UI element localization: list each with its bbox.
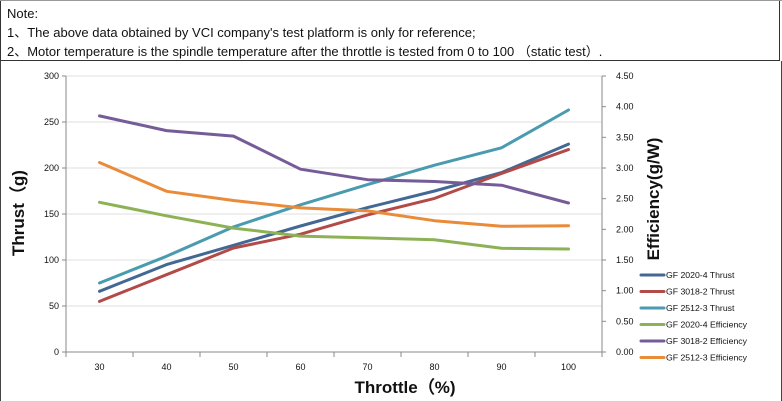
right-y-tick-label: 1.00: [616, 286, 634, 296]
x-tick-label: 90: [496, 362, 506, 372]
legend-label-gf-3018-2-thrust: GF 3018-2 Thrust: [666, 287, 735, 297]
series-line-gf-2020-4-efficiency: [98, 200, 570, 251]
series-line-gf-2512-3-efficiency: [98, 161, 570, 228]
note-title: Note:: [7, 6, 39, 21]
right-y-tick-label: 1.50: [616, 255, 634, 265]
right-y-tick-label: 3.00: [616, 163, 634, 173]
left-y-tick-label: 300: [44, 71, 59, 81]
legend-label-gf-3018-2-efficiency: GF 3018-2 Efficiency: [666, 336, 748, 346]
right-y-tick-label: 4.00: [616, 102, 634, 112]
x-tick-label: 50: [228, 362, 238, 372]
x-tick-label: 40: [161, 362, 171, 372]
secondary-y-axis-title: Efficiency(g/W): [644, 138, 663, 261]
chart-axes: 0 50 100 150 200 250 300 0.00 0.50 1.00 1.50 2.00 2.…: [44, 71, 634, 372]
legend-label-gf-2020-4-thrust: GF 2020-4 Thrust: [666, 270, 735, 280]
series-line-gf-3018-2-thrust: [98, 148, 570, 303]
right-y-tick-label: 4.50: [616, 71, 634, 81]
chart-legend: GF 2020-4 Thrust GF 3018-2 Thrust GF 2512-…: [639, 270, 748, 363]
note-line-1: 1、The above data obtained by VCI company…: [7, 25, 476, 40]
legend-label-gf-2512-3-thrust: GF 2512-3 Thrust: [666, 303, 735, 313]
right-y-tick-label: 2.50: [616, 194, 634, 204]
right-y-tick-label: 3.50: [616, 132, 634, 142]
note-line-2: 2、Motor temperature is the spindle tempe…: [7, 44, 603, 59]
left-y-tick-label: 50: [49, 301, 59, 311]
y-axis-title: Thrust（g): [8, 170, 28, 256]
series-line-gf-3018-2-efficiency: [98, 114, 570, 205]
x-tick-label: 100: [561, 362, 576, 372]
right-y-tick-label: 0.50: [616, 316, 634, 326]
legend-label-gf-2020-4-efficiency: GF 2020-4 Efficiency: [666, 320, 748, 330]
left-y-tick-label: 0: [54, 347, 59, 357]
x-axis-title: Throttle（%): [354, 377, 455, 397]
x-tick-label: 60: [295, 362, 305, 372]
note-panel: Note: 1、The above data obtained by VCI c…: [0, 1, 780, 61]
chart-series: [98, 108, 570, 303]
x-tick-label: 70: [362, 362, 372, 372]
left-y-tick-label: 100: [44, 255, 59, 265]
x-tick-label: 80: [429, 362, 439, 372]
left-y-tick-label: 200: [44, 163, 59, 173]
left-y-tick-label: 150: [44, 209, 59, 219]
x-tick-label: 30: [94, 362, 104, 372]
left-y-tick-label: 250: [44, 117, 59, 127]
right-y-tick-label: 0.00: [616, 347, 634, 357]
top-border: [0, 0, 782, 1]
legend-label-gf-2512-3-efficiency: GF 2512-3 Efficiency: [666, 353, 748, 363]
chart-grid: [66, 75, 602, 353]
right-y-tick-label: 2.00: [616, 224, 634, 234]
series-line-gf-2020-4-thrust: [98, 142, 570, 293]
series-line-gf-2512-3-thrust: [98, 108, 570, 285]
